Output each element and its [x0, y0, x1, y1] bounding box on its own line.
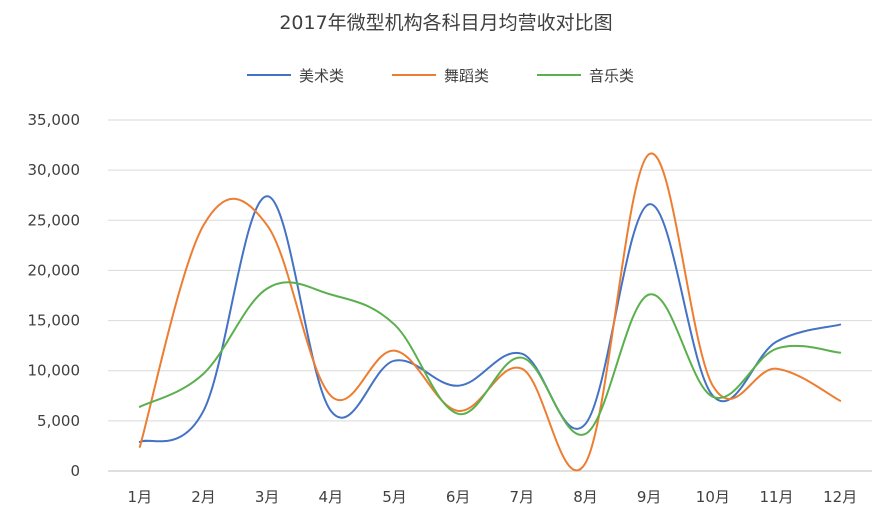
x-tick-label: 11月 — [759, 488, 793, 506]
x-tick-label: 7月 — [510, 488, 535, 506]
x-tick-label: 10月 — [696, 488, 730, 506]
x-axis: 1月 2月 3月 4月 5月 6月 7月 8月 9月 10月 11月 12月 — [108, 470, 872, 506]
x-tick-label: 5月 — [382, 488, 407, 506]
x-tick-label: 1月 — [128, 488, 153, 506]
y-tick-label: 35,000 — [28, 111, 81, 129]
series-line-1 — [138, 195, 842, 443]
x-tick-label: 12月 — [823, 488, 857, 506]
series-line-2 — [138, 152, 842, 472]
y-tick-label: 10,000 — [28, 362, 81, 380]
y-tick-label: 15,000 — [28, 312, 81, 330]
y-tick-label: 5,000 — [37, 412, 80, 430]
legend: 美术类 舞蹈类 音乐类 — [247, 67, 634, 85]
chart-title: 2017年微型机构各科目月均营收对比图 — [279, 12, 612, 34]
y-tick-label: 30,000 — [28, 161, 81, 179]
x-tick-label: 6月 — [446, 488, 471, 506]
gridlines — [108, 119, 872, 422]
series-line-3 — [138, 281, 842, 436]
legend-label: 音乐类 — [589, 67, 634, 85]
y-tick-label: 0 — [70, 462, 80, 480]
y-tick-label: 20,000 — [28, 261, 81, 279]
x-tick-label: 9月 — [637, 488, 662, 506]
x-tick-label: 8月 — [573, 488, 598, 506]
x-tick-label: 3月 — [255, 488, 280, 506]
x-tick-label: 4月 — [319, 488, 344, 506]
legend-label: 美术类 — [299, 67, 344, 85]
legend-label: 舞蹈类 — [444, 67, 489, 85]
y-axis: 0 5,000 10,000 15,000 20,000 25,000 30,000 35,0… — [28, 111, 81, 480]
y-tick-label: 25,000 — [28, 211, 81, 229]
series-layer — [138, 152, 842, 472]
x-tick-label: 2月 — [191, 488, 216, 506]
